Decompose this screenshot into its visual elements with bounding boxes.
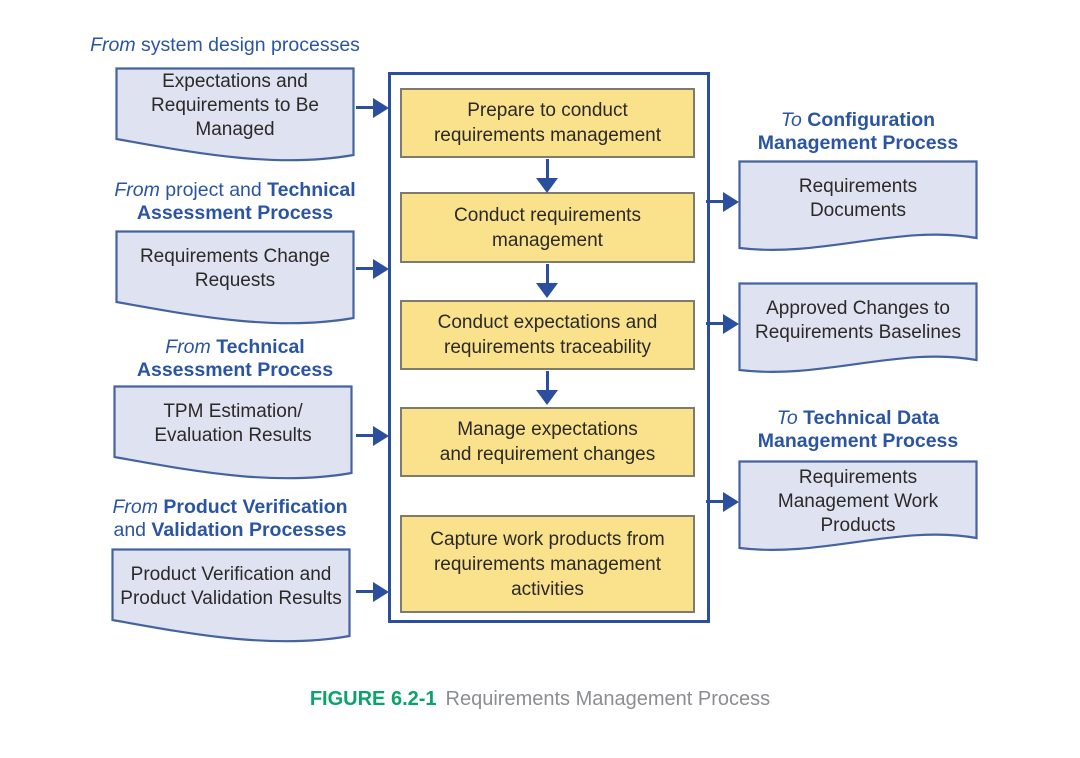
doc-text-line: Requirements bbox=[798, 176, 918, 197]
label-segment: To bbox=[776, 407, 804, 429]
step-text-line: Manage expectations bbox=[457, 419, 638, 440]
document-shape-icon bbox=[738, 460, 978, 551]
step-text-line: Capture work products from bbox=[430, 528, 665, 550]
document-shape-icon bbox=[738, 160, 978, 251]
label-segment: Technical Data bbox=[803, 407, 940, 429]
doc-text-line: Management Work bbox=[777, 491, 939, 512]
step-prepare-to-conduct: Prepare to conduct requirements manageme… bbox=[400, 88, 695, 158]
doc-text-line: Expectations and bbox=[162, 71, 308, 92]
arrow-right-icon bbox=[706, 314, 739, 334]
output-dest-label-technical-data-management: To Technical Data Management Process bbox=[738, 407, 978, 453]
doc-text-line: Documents bbox=[809, 200, 907, 221]
doc-text-line: Managed bbox=[195, 119, 275, 140]
label-segment: Assessment Process bbox=[136, 359, 334, 381]
label-segment: From bbox=[165, 336, 217, 358]
step-text-line: Conduct expectations and bbox=[437, 312, 658, 333]
doc-text-line: Requirements Change bbox=[139, 246, 331, 267]
label-segment: Technical bbox=[267, 179, 356, 201]
doc-text-line: Evaluation Results bbox=[154, 425, 312, 446]
doc-text-line: Product Validation Results bbox=[120, 588, 342, 609]
input-doc-tpm-estimation: TPM Estimation/ Evaluation Results bbox=[113, 385, 353, 487]
step-text-line: requirements traceability bbox=[444, 337, 651, 358]
doc-text-line: Approved Changes to bbox=[766, 298, 950, 319]
label-segment: Management Process bbox=[757, 132, 959, 154]
doc-text-line: Requests bbox=[194, 270, 276, 291]
doc-text-line: Product Verification and bbox=[130, 564, 332, 585]
output-dest-label-configuration-management: To Configuration Management Process bbox=[738, 109, 978, 155]
label-segment: From bbox=[112, 496, 164, 518]
input-source-label-product-verification-validation: From Product Verification and Validation… bbox=[85, 496, 375, 542]
arrow-right-icon bbox=[706, 192, 739, 212]
step-text-line: activities bbox=[511, 578, 584, 600]
output-doc-rm-work-products: Requirements Management Work Products bbox=[738, 460, 978, 562]
arrow-down-icon bbox=[536, 159, 559, 194]
step-text-line: requirements management bbox=[433, 553, 662, 575]
arrow-right-icon bbox=[356, 426, 389, 446]
label-segment: Configuration bbox=[807, 109, 936, 131]
figure-caption-title: Requirements Management Process bbox=[445, 688, 771, 710]
input-source-label-project-technical-assessment: From project and Technical Assessment Pr… bbox=[95, 179, 375, 225]
label-segment: From bbox=[114, 179, 166, 201]
arrow-right-icon bbox=[706, 492, 739, 512]
document-shape-icon bbox=[113, 385, 353, 480]
document-shape-icon bbox=[111, 548, 351, 643]
label-segment: Assessment Process bbox=[136, 202, 334, 224]
label-segment: project and bbox=[165, 179, 268, 201]
label-segment: From bbox=[90, 34, 141, 56]
arrow-down-icon bbox=[536, 264, 559, 299]
step-text-line: requirements management bbox=[433, 125, 662, 146]
label-segment: system design processes bbox=[140, 34, 360, 56]
input-source-label-technical-assessment: From Technical Assessment Process bbox=[95, 336, 375, 382]
label-segment: Validation Processes bbox=[151, 519, 347, 541]
input-source-label-system-design: From system design processes bbox=[85, 34, 365, 57]
step-text-line: and requirement changes bbox=[439, 444, 656, 465]
doc-text-line: Requirements Baselines bbox=[755, 322, 961, 343]
doc-text-line: Products bbox=[820, 515, 896, 536]
doc-text-line: TPM Estimation/ bbox=[163, 401, 303, 422]
arrow-down-icon bbox=[536, 371, 559, 406]
arrow-right-icon bbox=[356, 259, 389, 279]
step-text-line: Prepare to conduct bbox=[467, 100, 628, 121]
arrow-right-icon bbox=[356, 582, 389, 602]
step-capture-work-products: Capture work products from requirements … bbox=[400, 515, 695, 613]
step-text-line: Conduct requirements bbox=[454, 204, 641, 226]
document-shape-icon bbox=[115, 67, 355, 162]
output-doc-approved-changes: Approved Changes to Requirements Baselin… bbox=[738, 282, 978, 384]
document-shape-icon bbox=[738, 282, 978, 373]
step-conduct-traceability: Conduct expectations and requirements tr… bbox=[400, 300, 695, 370]
label-segment: Technical bbox=[216, 336, 305, 358]
input-doc-expectations-requirements: Expectations and Requirements to Be Mana… bbox=[115, 67, 355, 169]
output-doc-requirements-documents: Requirements Documents bbox=[738, 160, 978, 262]
label-segment: Product Verification bbox=[163, 496, 348, 518]
input-doc-product-verification-validation-results: Product Verification and Product Validat… bbox=[111, 548, 351, 650]
doc-text-line: Requirements to Be bbox=[151, 95, 319, 116]
step-manage-expectations: Manage expectations and requirement chan… bbox=[400, 407, 695, 477]
input-doc-requirements-change-requests: Requirements Change Requests bbox=[115, 230, 355, 332]
label-segment: and bbox=[113, 519, 152, 541]
label-segment: To bbox=[780, 109, 808, 131]
arrow-right-icon bbox=[356, 98, 389, 118]
doc-text-line: Requirements bbox=[798, 467, 918, 488]
figure-caption-label: FIGURE 6.2-1 bbox=[309, 688, 437, 710]
step-text-line: management bbox=[492, 229, 603, 251]
step-conduct-requirements-management: Conduct requirements management bbox=[400, 192, 695, 263]
label-segment: Management Process bbox=[757, 430, 959, 452]
figure-caption: FIGURE 6.2-1 Requirements Management Proc… bbox=[0, 686, 1080, 712]
document-shape-icon bbox=[115, 230, 355, 325]
